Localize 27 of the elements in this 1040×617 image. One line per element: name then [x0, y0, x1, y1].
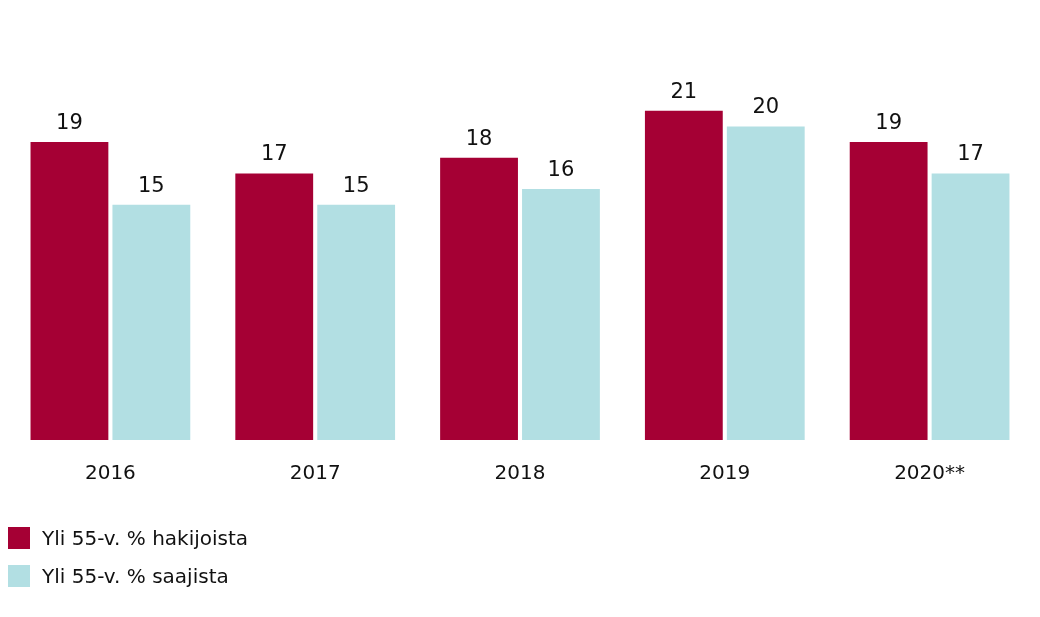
- bar: [112, 204, 191, 440]
- x-tick-label: 2016: [84, 460, 136, 485]
- data-label: 15: [137, 172, 165, 197]
- x-tick-label: 2017: [289, 460, 341, 485]
- bar: [849, 142, 928, 440]
- data-label: 21: [670, 78, 698, 103]
- legend-label: Yli 55-v. % saajista: [42, 564, 229, 588]
- bar: [931, 173, 1010, 440]
- x-tick-label: 2018: [494, 460, 546, 485]
- data-label: 17: [260, 141, 288, 166]
- bar: [235, 173, 314, 440]
- data-label: 20: [752, 94, 780, 119]
- data-label: 19: [875, 110, 903, 135]
- bar: [440, 157, 518, 440]
- data-label: 16: [547, 157, 575, 182]
- data-label: 19: [56, 110, 83, 135]
- data-label: 15: [342, 172, 370, 197]
- data-label: 17: [957, 141, 984, 166]
- bar: [522, 189, 600, 440]
- bar: [317, 204, 396, 440]
- legend-label: Yli 55-v. % hakijoista: [42, 526, 249, 550]
- bar: [30, 142, 109, 440]
- bar: [726, 126, 805, 440]
- x-tick-label: 2019: [699, 460, 751, 485]
- data-label: 18: [465, 125, 493, 150]
- x-tick-label: 2020**: [894, 460, 966, 485]
- bar: [644, 110, 723, 440]
